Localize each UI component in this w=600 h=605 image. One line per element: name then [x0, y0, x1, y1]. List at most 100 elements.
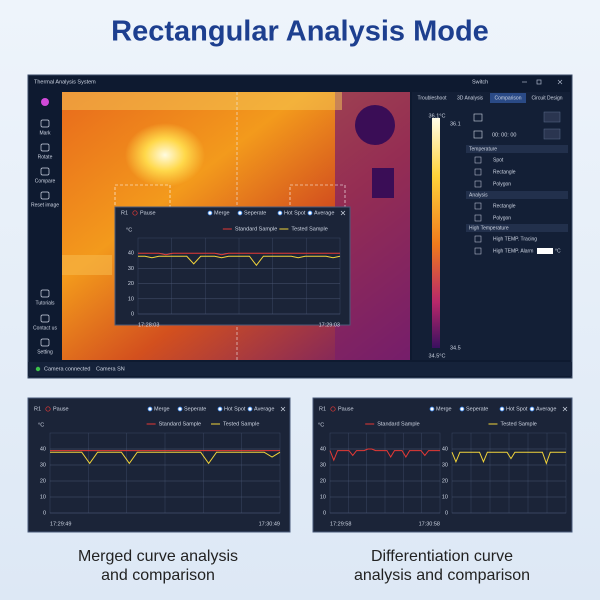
sidebar-icon[interactable]	[40, 314, 50, 323]
option-label[interactable]: Hot Spot	[284, 210, 306, 216]
y-tick-label: 10	[128, 296, 134, 302]
sidebar-icon[interactable]	[40, 167, 50, 176]
switch-button[interactable]: Switch	[472, 79, 488, 85]
close-icon[interactable]	[562, 406, 568, 412]
option-label[interactable]: Merge	[436, 406, 452, 412]
legend-label: Standard Sample	[377, 421, 420, 427]
y-tick-label: 10	[442, 494, 448, 500]
option-label[interactable]: Seperate	[184, 406, 206, 412]
capture-box[interactable]	[543, 111, 561, 123]
option-radio[interactable]	[237, 210, 243, 216]
series-line	[329, 448, 440, 462]
option-label[interactable]: Seperate	[466, 406, 488, 412]
option-label[interactable]: Average	[254, 406, 274, 412]
scale-min: 34.5°C	[429, 353, 446, 359]
sidebar-item[interactable]: Tutorials	[36, 300, 55, 306]
sidebar-item[interactable]: Setting	[37, 349, 53, 355]
section-item[interactable]: Rectangle	[493, 169, 516, 175]
option-radio[interactable]	[499, 406, 505, 412]
window-controls[interactable]	[522, 79, 563, 85]
sidebar-item[interactable]: Contact us	[33, 325, 57, 331]
option-radio[interactable]	[177, 406, 183, 412]
y-tick-label: 0	[445, 510, 448, 516]
section-title: Temperature	[469, 146, 497, 152]
item-icon[interactable]	[474, 202, 482, 210]
sidebar-item[interactable]: Mark	[39, 130, 51, 136]
section-header	[466, 224, 568, 232]
tab[interactable]: Comparison	[495, 95, 522, 101]
option-radio[interactable]	[217, 406, 223, 412]
sidebar-icon[interactable]	[40, 338, 50, 347]
sidebar-icon[interactable]	[40, 143, 50, 152]
y-tick-label: 30	[442, 462, 448, 468]
option-radio[interactable]	[307, 210, 313, 216]
option-label[interactable]: Merge	[154, 406, 170, 412]
status-sn: Camera SN	[96, 366, 125, 372]
pause-icon[interactable]	[330, 406, 336, 412]
tab[interactable]: Troubleshoot	[418, 95, 448, 101]
y-tick-label: 20	[442, 478, 448, 484]
sidebar-icon[interactable]	[40, 119, 50, 128]
option-radio[interactable]	[207, 210, 213, 216]
alarm-input[interactable]	[537, 248, 553, 254]
option-radio[interactable]	[247, 406, 253, 412]
y-tick-label: 40	[442, 446, 448, 452]
pause-icon[interactable]	[132, 210, 138, 216]
x-tick-label: 17:29:49	[50, 521, 71, 527]
sidebar-icon[interactable]	[40, 289, 50, 298]
close-icon[interactable]	[340, 210, 346, 216]
close-icon[interactable]	[280, 406, 286, 412]
sidebar-item[interactable]: Compare	[35, 178, 56, 184]
item-icon[interactable]	[474, 156, 482, 164]
tab[interactable]: Circuit Design	[531, 95, 562, 101]
option-label[interactable]: Seperate	[244, 210, 266, 216]
pause-icon[interactable]	[45, 406, 51, 412]
option-label[interactable]: Hot Spot	[224, 406, 246, 412]
caption: and comparison	[101, 567, 215, 584]
item-icon[interactable]	[474, 168, 482, 176]
series-line	[138, 252, 340, 256]
option-label[interactable]: Average	[314, 210, 334, 216]
sidebar-icon[interactable]	[40, 191, 50, 200]
pause-label[interactable]: Pause	[338, 406, 354, 412]
section-item[interactable]: Rectangle	[493, 203, 516, 209]
option-label[interactable]: Hot Spot	[506, 406, 528, 412]
item-icon[interactable]	[474, 214, 482, 222]
option-label[interactable]: Average	[536, 406, 556, 412]
sidebar-item[interactable]: Rotate	[38, 154, 53, 160]
section-item[interactable]: Polygon	[493, 181, 511, 187]
pause-label[interactable]: Pause	[140, 210, 156, 216]
item-icon[interactable]	[474, 180, 482, 188]
camera-icon[interactable]	[473, 113, 483, 122]
item-icon[interactable]	[474, 247, 482, 255]
panel-id: R1	[34, 406, 41, 412]
legend-label: Standard Sample	[159, 421, 202, 427]
tab[interactable]: 3D Analysis	[457, 95, 484, 101]
section-item[interactable]: Polygon	[493, 215, 511, 221]
option-radio[interactable]	[459, 406, 465, 412]
overlay-chart-panel	[114, 206, 351, 326]
timer: 00: 00: 00	[492, 132, 516, 138]
record-box[interactable]	[543, 128, 561, 140]
x-tick-label: 17:29:58	[330, 521, 351, 527]
legend-label: Tested Sample	[223, 421, 259, 427]
option-radio[interactable]	[529, 406, 535, 412]
y-tick-label: 0	[43, 510, 46, 516]
item-icon[interactable]	[474, 235, 482, 243]
section-header	[466, 145, 568, 153]
option-label[interactable]: Merge	[214, 210, 230, 216]
section-item[interactable]: High TEMP. Alarm	[493, 248, 533, 254]
sidebar-item[interactable]: Reset image	[31, 202, 59, 208]
y-tick-label: 0	[131, 311, 134, 317]
option-radio[interactable]	[277, 210, 283, 216]
window-title: Thermal Analysis System	[34, 79, 96, 85]
video-icon[interactable]	[473, 130, 483, 139]
y-tick-label: 40	[40, 446, 46, 452]
section-item[interactable]: High TEMP. Tracing	[493, 236, 537, 242]
option-radio[interactable]	[429, 406, 435, 412]
option-radio[interactable]	[147, 406, 153, 412]
section-item[interactable]: Spot	[493, 157, 504, 163]
pause-label[interactable]: Pause	[53, 406, 69, 412]
